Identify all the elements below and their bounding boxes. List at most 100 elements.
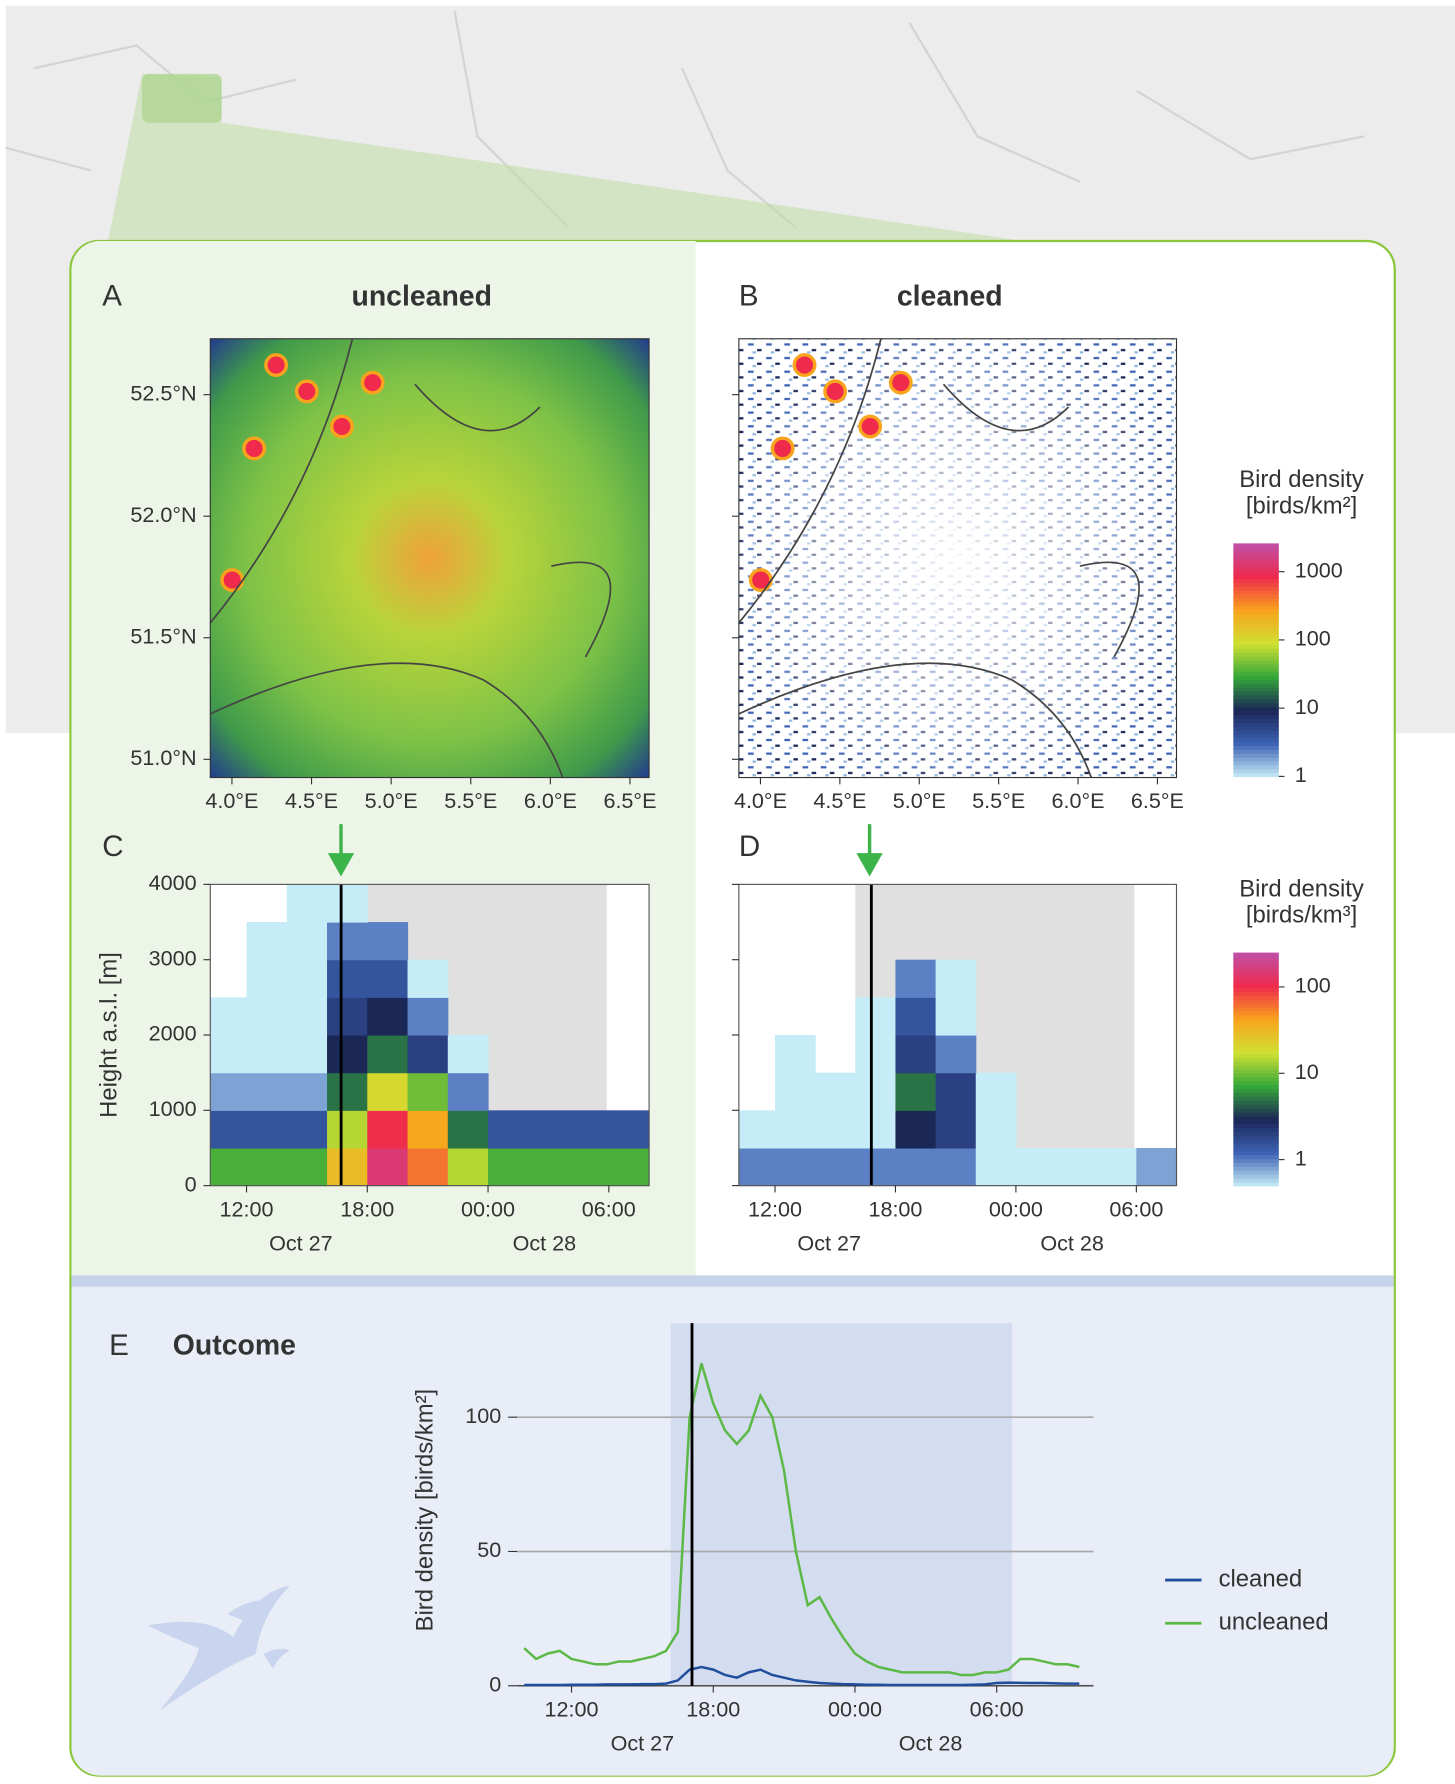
rain-cell [748,568,773,593]
colorbar-slice [1233,566,1279,572]
colorbar-slice [1233,659,1279,665]
heat-cell [895,1072,937,1111]
colorbar-slice [1233,644,1279,649]
date-label: Oct 27 [797,1230,861,1255]
heat-cell [775,1072,816,1111]
y-tick-label: 51.5°N [130,623,196,648]
colorbar-slice [1233,1139,1279,1144]
heat-cell [895,1035,937,1074]
colorbar-slice [1233,1131,1279,1136]
colorbar-title: Bird density [1239,875,1364,902]
colorbar-slice [1233,960,1279,965]
colorbar-slice [1233,1038,1279,1043]
legend-label: uncleaned [1219,1609,1329,1636]
panel-letter: D [739,830,760,863]
heat-cell [327,1035,368,1074]
heat-cell [975,1072,1017,1111]
heat-cell [895,997,937,1036]
heat-cell [286,1147,328,1187]
heat-cell [246,922,288,961]
series-line [523,1363,1080,1677]
x-tick-label: 6.0°E [1052,788,1105,813]
colorbar-slice [1233,745,1279,750]
rain-cell [888,370,913,395]
rain-cell [792,353,817,378]
x-tick-label: 6.5°E [603,788,656,813]
colorbar-slice [1233,1072,1279,1078]
heat-cell [935,959,977,998]
colorbar-slice [1233,679,1279,684]
colorbar-slice [1233,1057,1279,1063]
colorbar-slice [1233,652,1279,657]
colorbar-tick-label: 1 [1295,762,1307,787]
colorbar-slice [1233,601,1279,607]
heat-cell [775,1147,816,1187]
colorbar-slice [1233,979,1279,985]
heat-cell [975,1110,1017,1149]
heat-cell [528,1147,570,1187]
heat-cell [855,1035,897,1074]
heat-cell [528,1110,570,1149]
rain-cell [294,379,319,404]
colorbar-slice [1233,995,1279,1000]
heat-cell [367,922,409,961]
heat-cell [407,959,449,998]
heat-cell [1015,1147,1057,1187]
date-label: Oct 28 [513,1230,577,1255]
heat-cell [210,1110,248,1149]
colorbar-slice [1233,714,1279,719]
panel-title: cleaned [897,280,1003,312]
colorbar-slice [1233,1034,1279,1039]
heat-cell [210,1147,248,1187]
heat-cell [246,1072,288,1111]
rain-cell [329,414,354,439]
colorbar-slice [1233,1104,1279,1109]
x-tick-label: 06:00 [970,1696,1024,1721]
heat-cell [286,959,328,998]
heat-cell [286,1035,328,1074]
colorbar-slice [1233,683,1279,688]
colorbar-slice [1233,1150,1279,1156]
heat-cell [935,1072,977,1111]
x-tick-label: 12:00 [220,1196,274,1221]
colorbar-slice [1233,1049,1279,1055]
x-tick-label: 5.5°E [972,788,1025,813]
heat-cell [1096,1147,1137,1187]
heat-cell [935,1147,977,1187]
heat-cell [210,997,248,1036]
colorbar-tick-label: 10 [1295,694,1319,719]
radar-beam [107,73,1024,242]
colorbar-slice [1233,968,1279,973]
colorbar-slice [1233,952,1279,958]
colorbar-slice [1233,768,1279,774]
y-tick-label: 50 [477,1537,501,1562]
heat-cell [447,1147,489,1187]
colorbar-slice [1233,725,1279,731]
y-tick-label: 0 [489,1671,501,1696]
colorbar-slice [1233,562,1279,568]
heat-cell [286,922,328,961]
x-tick-label: 4.0°E [205,788,258,813]
colorbar-slice [1233,737,1279,743]
heat-cell [286,884,328,923]
x-tick-label: 6.0°E [524,788,577,813]
colorbar-slice [1233,1154,1279,1160]
colorbar-slice [1233,558,1279,564]
colorbar-slice [1233,1026,1279,1031]
x-tick-label: 00:00 [828,1696,882,1721]
colorbar-slice [1233,1162,1279,1167]
heat-cell [815,1072,856,1111]
colorbar-slice [1233,983,1279,989]
colorbar-slice [1233,729,1279,735]
x-tick-label: 06:00 [582,1196,636,1221]
rain-cell [242,436,267,461]
colorbar-slice [1233,1181,1279,1187]
y-tick-label: 1000 [149,1096,197,1121]
colorbar-slice [1233,987,1279,993]
colorbar-tick-label: 100 [1295,626,1331,651]
colorbar-slice [1233,772,1279,778]
heat-cell [855,997,897,1036]
x-tick-label: 12:00 [545,1696,599,1721]
heat-cell [407,1035,449,1074]
